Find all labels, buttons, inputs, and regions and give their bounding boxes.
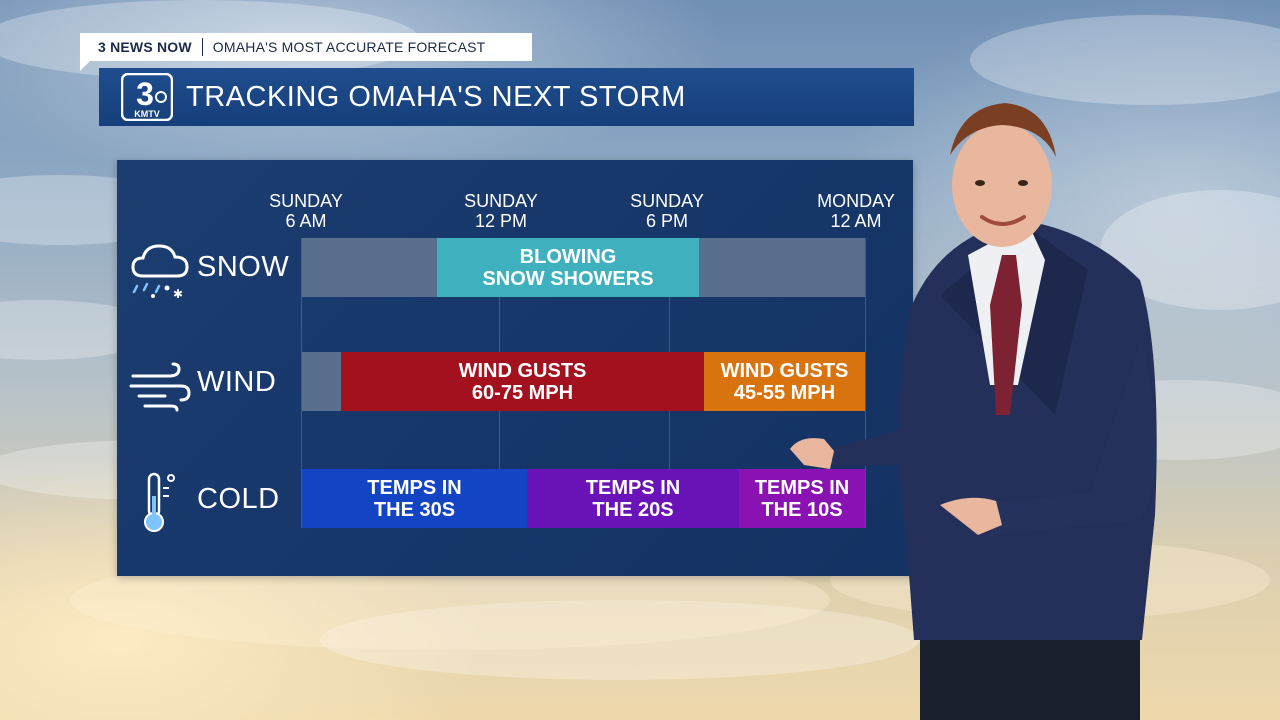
time-day: SUNDAY xyxy=(464,191,538,211)
wind-icon xyxy=(129,362,191,412)
snow-event-text: BLOWING SNOW SHOWERS xyxy=(482,245,654,290)
temps-20s-bar: TEMPS IN THE 20S xyxy=(527,469,739,528)
tagline-label: OMAHA'S MOST ACCURATE FORECAST xyxy=(212,39,486,55)
time-label-sun-12pm: SUNDAY 12 PM xyxy=(464,191,538,231)
grid-line xyxy=(301,238,302,528)
temps-10s-bar: TEMPS IN THE 10S xyxy=(739,469,865,528)
time-hour: 6 PM xyxy=(645,211,688,231)
time-label-sun-6am: SUNDAY 6 AM xyxy=(269,191,343,231)
wind-gust-bar-high: WIND GUSTS 60-75 MPH xyxy=(341,352,704,411)
logo-number: 3 xyxy=(136,76,154,112)
page-title: TRACKING OMAHA'S NEXT STORM xyxy=(186,81,686,113)
wind-gust-bar-moderate: WIND GUSTS 45-55 MPH xyxy=(704,352,865,411)
temps-30s-text: TEMPS IN THE 30S xyxy=(367,476,462,521)
wind-row-label: WIND xyxy=(197,366,277,398)
time-hour: 12 PM xyxy=(474,211,528,231)
title-header: 3 KMTV TRACKING OMAHA'S NEXT STORM xyxy=(99,68,914,126)
presenter xyxy=(790,103,1157,720)
time-day: SUNDAY xyxy=(269,191,343,211)
tag-bar-notch xyxy=(80,61,90,71)
divider xyxy=(201,38,203,56)
kmtv-logo: 3 KMTV xyxy=(121,73,173,121)
grid-line xyxy=(865,238,866,528)
wind-gust-high-text: WIND GUSTS 60-75 MPH xyxy=(458,359,587,404)
thermometer-icon xyxy=(144,472,175,532)
snow-event-bar: BLOWING SNOW SHOWERS xyxy=(437,238,699,297)
temps-30s-bar: TEMPS IN THE 30S xyxy=(302,469,527,528)
svg-text:✱: ✱ xyxy=(173,287,183,300)
wind-gust-moderate-text: WIND GUSTS 45-55 MPH xyxy=(720,359,849,404)
time-label-sun-6pm: SUNDAY 6 PM xyxy=(630,191,704,231)
time-hour: 6 AM xyxy=(285,211,327,231)
time-day: SUNDAY xyxy=(630,191,704,211)
snow-row-label: SNOW xyxy=(197,251,290,283)
logo-text: KMTV xyxy=(134,109,160,119)
time-hour: 12 AM xyxy=(830,211,882,231)
time-label-mon-12am: MONDAY 12 AM xyxy=(817,191,895,231)
time-day: MONDAY xyxy=(817,191,895,211)
snow-cloud-icon: ✱ xyxy=(131,244,189,300)
temps-10s-text: TEMPS IN THE 10S xyxy=(754,476,850,521)
brand-label: 3 NEWS NOW xyxy=(98,39,192,55)
storm-timeline-panel: SUNDAY 6 AM SUNDAY 12 PM SUNDAY 6 PM MON… xyxy=(117,160,913,576)
cold-row-label: COLD xyxy=(197,483,280,515)
temps-20s-text: TEMPS IN THE 20S xyxy=(585,476,681,521)
station-tag-bar: 3 NEWS NOW OMAHA'S MOST ACCURATE FORECAS… xyxy=(80,33,532,61)
